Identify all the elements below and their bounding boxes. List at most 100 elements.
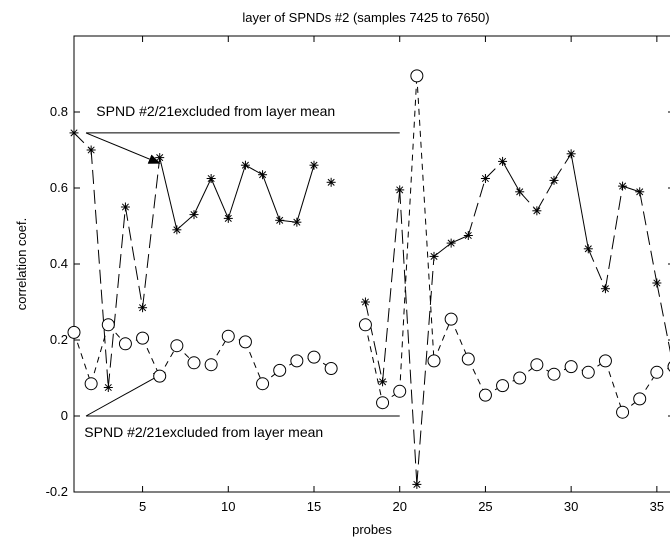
star-data-point bbox=[206, 174, 216, 183]
star-data-point bbox=[635, 187, 645, 197]
annotation-arrow bbox=[85, 132, 161, 164]
x-tick-label: 25 bbox=[478, 499, 492, 514]
y-axis: -0.2 0 0.2 0.4 0.6 0.8 bbox=[46, 104, 670, 499]
circle-data-point bbox=[564, 360, 578, 374]
star-data-point bbox=[103, 383, 113, 392]
star-data-point bbox=[652, 278, 662, 288]
star-data-point bbox=[223, 213, 233, 223]
star-data-point bbox=[258, 170, 268, 180]
circle-data-point bbox=[427, 354, 441, 368]
x-axis: 5 10 15 20 25 30 35 bbox=[139, 36, 664, 514]
circle-data-point bbox=[238, 335, 252, 349]
star-data-point bbox=[360, 297, 370, 307]
series-2-segment bbox=[364, 324, 384, 403]
star-data-point bbox=[446, 238, 456, 248]
circle-data-point bbox=[444, 312, 458, 326]
series-1-segment bbox=[553, 153, 572, 181]
circle-data-point bbox=[547, 367, 561, 381]
circle-data-point bbox=[410, 69, 424, 83]
star-data-point bbox=[583, 244, 593, 254]
circle-data-point bbox=[273, 363, 287, 377]
circle-data-point bbox=[581, 365, 595, 379]
series-1-segment bbox=[570, 153, 589, 249]
star-data-point bbox=[480, 174, 490, 183]
series-1-segment bbox=[142, 157, 161, 308]
series-2-segment bbox=[604, 360, 624, 413]
star-data-point bbox=[120, 202, 130, 212]
circle-data-point bbox=[101, 318, 115, 332]
series-1-segment bbox=[639, 191, 658, 284]
star-data-point bbox=[515, 187, 525, 197]
x-tick-label: 5 bbox=[139, 499, 146, 514]
x-axis-label: probes bbox=[352, 522, 392, 537]
x-tick-label: 30 bbox=[564, 499, 578, 514]
star-data-point bbox=[566, 149, 576, 159]
y-tick-label: -0.2 bbox=[46, 484, 68, 499]
star-data-point bbox=[69, 128, 79, 138]
series-1-segment bbox=[536, 180, 555, 212]
y-tick-label: 0.6 bbox=[50, 180, 68, 195]
circle-data-point bbox=[650, 365, 664, 379]
series-2-segment bbox=[416, 75, 435, 361]
star-data-point bbox=[275, 215, 285, 225]
series-1-segment bbox=[604, 186, 624, 289]
series-1-segment bbox=[467, 178, 486, 236]
star-data-point bbox=[309, 160, 319, 170]
series-1-segment bbox=[124, 206, 144, 308]
series-1-segment bbox=[245, 164, 263, 176]
y-tick-label: 0 bbox=[61, 408, 68, 423]
circle-data-point bbox=[153, 369, 167, 383]
series-1-segment bbox=[502, 161, 521, 193]
circle-data-point bbox=[461, 352, 475, 366]
circle-data-point bbox=[598, 354, 612, 368]
star-data-point bbox=[172, 225, 182, 235]
y-axis-label: correlation coef. bbox=[14, 218, 29, 311]
star-data-point bbox=[155, 153, 165, 163]
annotation-label: SPND #2/21excluded from layer mean bbox=[84, 424, 323, 440]
series-2-segment bbox=[142, 337, 161, 377]
star-data-point bbox=[429, 251, 439, 261]
star-data-point bbox=[326, 177, 336, 187]
y-tick-label: 0.8 bbox=[50, 104, 68, 119]
circle-data-point bbox=[478, 388, 492, 402]
chart-title: layer of SPNDs #2 (samples 7425 to 7650) bbox=[242, 10, 489, 25]
annotations: SPND #2/21excluded from layer mean SPND #… bbox=[84, 103, 400, 440]
circle-data-point bbox=[170, 339, 184, 353]
circle-data-point bbox=[67, 325, 81, 339]
series-1-segment bbox=[262, 174, 281, 221]
circle-data-point bbox=[376, 396, 390, 410]
star-data-point bbox=[498, 156, 508, 166]
star-data-point bbox=[412, 479, 422, 489]
series-1-segment bbox=[193, 178, 212, 215]
series-1-segment bbox=[416, 256, 435, 485]
series-1-segment bbox=[296, 165, 315, 223]
star-data-point bbox=[549, 175, 559, 185]
series-1-segment bbox=[399, 189, 418, 485]
circle-data-point bbox=[204, 358, 218, 372]
series-1-segment bbox=[107, 206, 126, 388]
series-1-segment bbox=[364, 301, 384, 382]
circle-data-point bbox=[118, 337, 132, 351]
series-1-segment bbox=[382, 189, 401, 382]
star-data-point bbox=[292, 217, 302, 227]
circle-data-point bbox=[187, 356, 201, 370]
y-tick-label: 0.4 bbox=[50, 256, 68, 271]
star-data-point bbox=[463, 231, 473, 240]
star-data-point bbox=[86, 145, 96, 155]
series-2-segment bbox=[73, 332, 92, 384]
circle-data-point bbox=[633, 392, 647, 406]
circle-data-point bbox=[290, 354, 304, 368]
series-2-segment bbox=[467, 358, 486, 396]
series-2-segment bbox=[399, 75, 418, 392]
series-1-segment bbox=[90, 149, 109, 388]
x-tick-label: 35 bbox=[650, 499, 664, 514]
y-tick-label: 0.2 bbox=[50, 332, 68, 347]
series-1-segment bbox=[210, 178, 229, 219]
star-data-point bbox=[618, 181, 628, 191]
series-1-segment bbox=[587, 248, 606, 289]
series-markers bbox=[67, 69, 670, 489]
series-1-segment bbox=[159, 157, 178, 230]
star-data-point bbox=[189, 210, 199, 220]
star-data-point bbox=[600, 284, 610, 294]
